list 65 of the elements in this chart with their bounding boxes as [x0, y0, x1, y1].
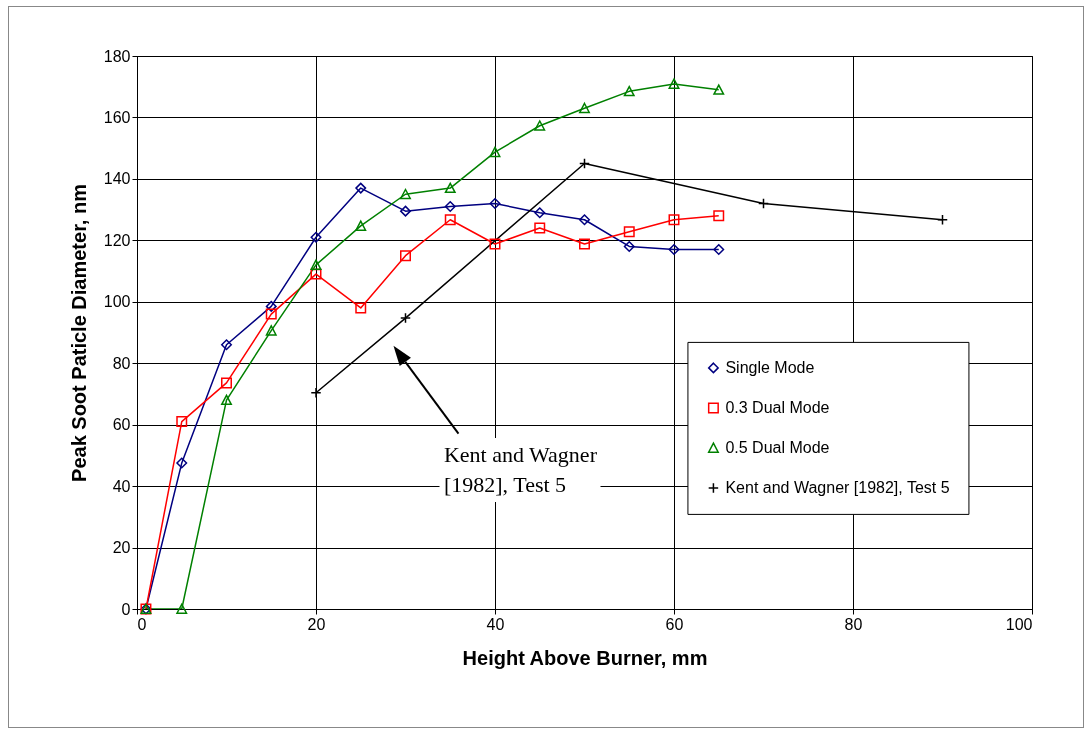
point	[534, 120, 546, 131]
point	[444, 214, 456, 226]
y-tick-label: 180	[103, 47, 131, 65]
point	[579, 102, 590, 114]
point	[355, 302, 367, 314]
point	[713, 84, 725, 95]
point	[668, 244, 680, 256]
y-axis-title: Peak Soot Paticle Diameter, nm	[67, 184, 90, 482]
point	[355, 182, 367, 194]
y-tick-label: 0	[121, 600, 131, 618]
point	[221, 339, 232, 351]
point	[489, 146, 501, 158]
point	[937, 214, 948, 226]
legend-label: 0.5 Dual Mode	[725, 438, 830, 456]
legend-label: Kent and Wagner [1982], Test 5	[725, 478, 950, 496]
point	[668, 214, 680, 226]
point	[265, 325, 277, 336]
x-tick-label: 80	[844, 615, 863, 633]
y-tick-label: 160	[103, 108, 131, 126]
y-tick-label: 40	[112, 477, 131, 495]
point	[265, 308, 277, 320]
point	[310, 231, 322, 243]
y-tick-label: 140	[103, 170, 131, 188]
point	[355, 220, 367, 231]
point	[623, 226, 635, 238]
point	[534, 222, 546, 234]
x-axis-title: Height Above Burner, mm	[462, 646, 708, 669]
point	[579, 158, 590, 170]
point	[489, 197, 501, 209]
annotation: Kent and Wagner [1982], Test 5	[439, 437, 601, 502]
point	[400, 205, 411, 217]
y-tick-label: 120	[103, 231, 131, 249]
point	[400, 250, 411, 262]
x-tick-label: 100	[1005, 615, 1033, 633]
x-tick-label: 40	[486, 615, 505, 633]
y-tick-label: 60	[112, 416, 131, 434]
point	[623, 85, 635, 97]
point	[221, 394, 232, 406]
x-tick-label: 0	[137, 615, 147, 633]
y-tick-label: 100	[103, 293, 131, 311]
point	[444, 201, 456, 213]
point	[713, 244, 725, 256]
point	[579, 214, 590, 226]
legend-label: 0.3 Dual Mode	[725, 398, 830, 416]
point	[400, 312, 411, 324]
point	[623, 240, 635, 252]
point	[534, 207, 546, 219]
point	[176, 457, 188, 469]
y-tick-label: 80	[112, 354, 131, 372]
point	[176, 416, 188, 428]
point	[176, 603, 188, 615]
point	[310, 259, 322, 270]
point	[265, 300, 277, 312]
x-tick-label: 20	[307, 615, 326, 633]
point	[579, 238, 590, 250]
point	[713, 210, 725, 222]
point	[758, 197, 769, 209]
point	[221, 377, 232, 389]
point	[444, 182, 456, 194]
point	[400, 188, 411, 200]
legend-label: Single Mode	[725, 358, 815, 376]
point	[668, 78, 680, 89]
x-tick-label: 60	[665, 615, 684, 633]
point	[489, 238, 501, 250]
y-tick-label: 20	[112, 539, 131, 557]
